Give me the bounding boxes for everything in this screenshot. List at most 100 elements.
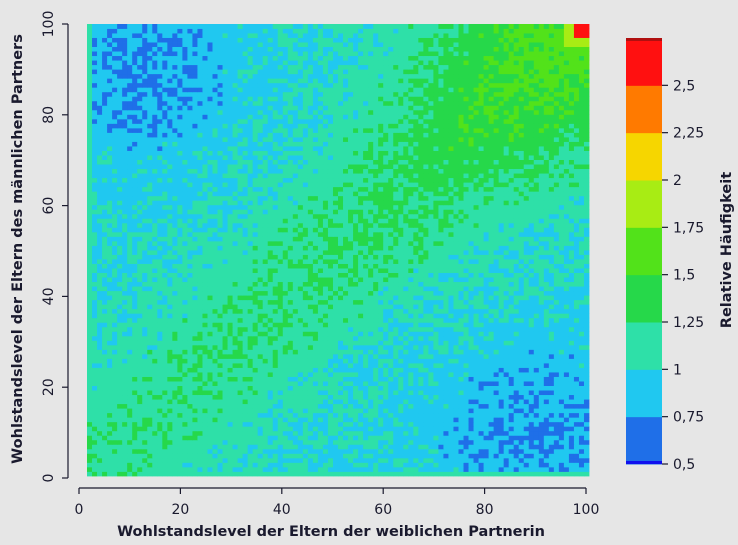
heatmap-cell xyxy=(553,439,560,445)
heatmap-cell xyxy=(162,326,168,332)
heatmap-cell xyxy=(493,417,500,423)
heatmap-cell xyxy=(528,340,535,346)
heatmap-cell xyxy=(152,322,158,328)
heatmap-cell xyxy=(558,295,565,301)
heatmap-cell xyxy=(187,358,193,364)
heatmap-cell xyxy=(508,417,515,423)
heatmap-cell xyxy=(533,457,540,463)
heatmap-cell xyxy=(468,331,474,337)
heatmap-cell xyxy=(237,390,244,396)
heatmap-cell xyxy=(373,381,379,386)
heatmap-cell xyxy=(197,421,203,427)
heatmap-cell xyxy=(533,304,540,310)
heatmap-cell xyxy=(428,326,434,332)
heatmap-cell xyxy=(373,466,379,472)
heatmap-cell xyxy=(257,304,264,310)
heatmap-cell xyxy=(177,381,183,386)
heatmap-cell xyxy=(508,272,515,278)
heatmap-cell xyxy=(378,435,384,441)
heatmap-cell xyxy=(523,313,530,319)
heatmap-cell xyxy=(147,367,153,373)
heatmap-cell xyxy=(102,304,108,310)
heatmap-cell xyxy=(177,399,183,405)
heatmap-cell xyxy=(338,322,344,328)
heatmap-cell xyxy=(503,290,510,296)
heatmap-cell xyxy=(267,399,274,405)
heatmap-cell xyxy=(558,417,565,423)
heatmap-cell xyxy=(262,376,269,382)
heatmap-cell xyxy=(573,471,580,477)
heatmap-cell xyxy=(573,381,580,386)
heatmap-cell xyxy=(513,299,520,305)
heatmap-cell xyxy=(408,462,414,468)
heatmap-cell xyxy=(187,457,193,463)
heatmap-cell xyxy=(92,417,98,423)
heatmap-cell xyxy=(107,308,113,314)
heatmap-cell xyxy=(403,421,409,427)
heatmap-cell xyxy=(493,272,500,278)
heatmap-cell xyxy=(493,471,500,477)
heatmap-cell xyxy=(373,281,379,287)
heatmap-cell xyxy=(112,322,118,328)
heatmap-cell xyxy=(202,439,208,445)
heatmap-cell xyxy=(513,335,520,341)
heatmap-cell xyxy=(483,430,489,436)
heatmap-cell xyxy=(398,390,404,396)
heatmap-cell xyxy=(127,254,133,260)
heatmap-cell xyxy=(87,466,93,472)
heatmap-cell xyxy=(388,290,394,296)
heatmap-cell xyxy=(102,390,108,396)
heatmap-cell xyxy=(448,263,454,269)
heatmap-cell xyxy=(528,417,535,423)
heatmap-cell xyxy=(277,259,284,264)
heatmap-cell xyxy=(107,367,113,373)
heatmap-cell xyxy=(182,263,188,269)
heatmap-cell xyxy=(127,403,133,409)
heatmap-cell xyxy=(398,263,404,269)
heatmap-cell xyxy=(443,408,449,414)
heatmap-cell xyxy=(197,381,203,386)
heatmap-cell xyxy=(282,313,289,319)
heatmap-cell xyxy=(197,426,203,432)
heatmap-cell xyxy=(307,403,314,409)
heatmap-cell xyxy=(142,363,148,368)
heatmap-cell xyxy=(413,254,419,260)
heatmap-cell xyxy=(302,281,309,287)
heatmap-cell xyxy=(147,268,153,273)
heatmap-cell xyxy=(353,394,359,400)
heatmap-cell xyxy=(448,272,454,278)
heatmap-cell xyxy=(368,331,374,337)
heatmap-cell xyxy=(398,313,404,319)
heatmap-cell xyxy=(453,363,459,368)
heatmap-cell xyxy=(322,457,329,463)
heatmap-cell xyxy=(398,466,404,472)
heatmap-cell xyxy=(187,353,193,359)
heatmap-cell xyxy=(217,453,223,459)
heatmap-cell xyxy=(393,254,399,260)
heatmap-cell xyxy=(267,299,274,305)
heatmap-cell xyxy=(488,471,495,477)
heatmap-cell xyxy=(87,268,93,273)
heatmap-cell xyxy=(332,466,339,472)
heatmap-cell xyxy=(383,299,389,305)
heatmap-cell xyxy=(493,299,500,305)
heatmap-cell xyxy=(277,363,284,368)
heatmap-cell xyxy=(122,457,128,463)
heatmap-cell xyxy=(493,344,500,350)
heatmap-cell xyxy=(393,466,399,472)
heatmap-cell xyxy=(478,444,484,450)
heatmap-cell xyxy=(87,349,93,355)
heatmap-cell xyxy=(508,403,515,409)
heatmap-cell xyxy=(232,317,238,323)
heatmap-cell xyxy=(137,308,143,314)
heatmap-cell xyxy=(257,462,264,468)
heatmap-cell xyxy=(187,367,193,373)
heatmap-cell xyxy=(338,363,344,368)
heatmap-cell xyxy=(222,335,228,341)
heatmap-cell xyxy=(147,376,153,382)
heatmap-cell xyxy=(403,277,409,283)
heatmap-cell xyxy=(363,363,369,368)
heatmap-cell xyxy=(583,272,590,278)
heatmap-cell xyxy=(563,444,570,450)
heatmap-cell xyxy=(162,290,168,296)
